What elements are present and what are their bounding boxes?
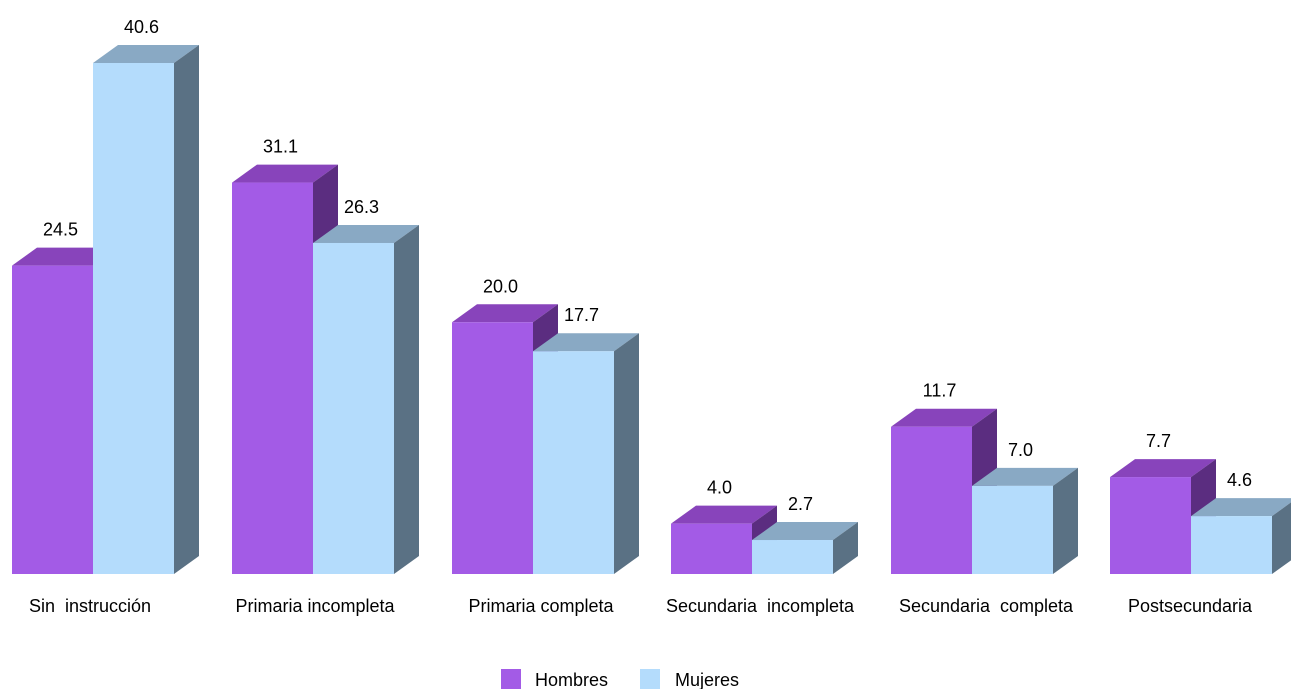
bar-mujeres-secundaria-incompleta [752, 522, 858, 574]
bar-front-hombres-postsecundaria [1110, 477, 1191, 574]
category-label-postsecundaria: Postsecundaria [1128, 596, 1253, 616]
value-labels-group: 24.5 40.6 31.1 26.3 20.0 17.7 4.0 2.7 11.7 7.0 7.7… [43, 17, 1252, 514]
value-label-hombres-secundaria-incompleta: 4.0 [707, 478, 732, 498]
value-label-mujeres-primaria-completa: 17.7 [564, 305, 599, 325]
legend-swatch-mujeres [640, 669, 660, 689]
bar-front-hombres-primaria-incompleta [232, 182, 313, 574]
bar-top-hombres-secundaria-incompleta [671, 505, 777, 524]
category-label-sin-instrucción: Sin instrucción [29, 596, 151, 616]
bar-front-mujeres-primaria-incompleta [313, 242, 394, 574]
bar-top-mujeres-primaria-incompleta [313, 224, 419, 243]
bars-group [12, 45, 1291, 574]
bar-top-hombres-postsecundaria [1110, 459, 1216, 478]
bar-top-mujeres-sin-instrucción [93, 45, 199, 63]
bar-top-mujeres-secundaria-incompleta [752, 522, 858, 541]
bar-top-mujeres-secundaria-completa [972, 467, 1078, 486]
legend-label-hombres: Hombres [535, 670, 608, 689]
bar-top-hombres-sin-instrucción [12, 247, 118, 266]
bar-mujeres-secundaria-completa [972, 467, 1078, 574]
bar-side-mujeres-primaria-incompleta [394, 224, 419, 574]
bar-mujeres-sin-instrucción [93, 45, 199, 574]
bar-side-mujeres-secundaria-completa [1053, 467, 1078, 574]
legend-swatch-hombres [501, 669, 521, 689]
bar-side-mujeres-secundaria-incompleta [833, 522, 858, 574]
legend-label-mujeres: Mujeres [675, 670, 739, 689]
category-label-primaria-incompleta: Primaria incompleta [235, 596, 395, 616]
bar-mujeres-primaria-incompleta [313, 224, 419, 574]
category-label-secundaria-incompleta: Secundaria incompleta [666, 596, 855, 616]
bar-top-mujeres-postsecundaria [1191, 498, 1291, 517]
bar-front-mujeres-sin-instrucción [93, 63, 174, 574]
value-label-hombres-primaria-completa: 20.0 [483, 276, 518, 296]
value-label-mujeres-postsecundaria: 4.6 [1227, 470, 1252, 490]
bar-front-hombres-secundaria-incompleta [671, 523, 752, 574]
bar-side-mujeres-sin-instrucción [174, 45, 199, 574]
bar-side-mujeres-postsecundaria [1272, 502, 1291, 574]
category-label-secundaria-completa: Secundaria completa [899, 596, 1074, 616]
value-label-mujeres-secundaria-incompleta: 2.7 [788, 494, 813, 514]
value-label-mujeres-primaria-incompleta: 26.3 [344, 197, 379, 217]
bar-mujeres-postsecundaria [1191, 498, 1291, 574]
bar-top-hombres-primaria-completa [452, 304, 558, 323]
legend: Hombres Mujeres [501, 669, 739, 689]
bar-side-mujeres-primaria-completa [614, 333, 639, 574]
value-label-hombres-sin-instrucción: 24.5 [43, 220, 78, 240]
value-label-hombres-postsecundaria: 7.7 [1146, 431, 1171, 451]
value-label-hombres-primaria-incompleta: 31.1 [263, 137, 298, 157]
bar-front-mujeres-postsecundaria [1191, 516, 1272, 574]
bar-top-hombres-secundaria-completa [891, 408, 997, 427]
value-label-mujeres-secundaria-completa: 7.0 [1008, 440, 1033, 460]
bar-front-mujeres-primaria-completa [533, 351, 614, 574]
bar-top-hombres-primaria-incompleta [232, 164, 338, 183]
bar-mujeres-primaria-completa [533, 333, 639, 574]
bar-front-mujeres-secundaria-incompleta [752, 540, 833, 574]
bar-hombres-secundaria-incompleta [671, 505, 777, 574]
bar-top-mujeres-primaria-completa [533, 333, 639, 352]
value-label-hombres-secundaria-completa: 11.7 [923, 381, 957, 401]
value-label-mujeres-sin-instrucción: 40.6 [124, 17, 159, 37]
bar-front-mujeres-secundaria-completa [972, 485, 1053, 574]
category-label-primaria-completa: Primaria completa [468, 596, 614, 616]
bar-front-hombres-sin-instrucción [12, 265, 93, 574]
bar-front-hombres-primaria-completa [452, 322, 533, 574]
category-labels-group: Sin instrucción Primaria incompleta Primar… [29, 596, 1253, 616]
bar-front-hombres-secundaria-completa [891, 426, 972, 574]
